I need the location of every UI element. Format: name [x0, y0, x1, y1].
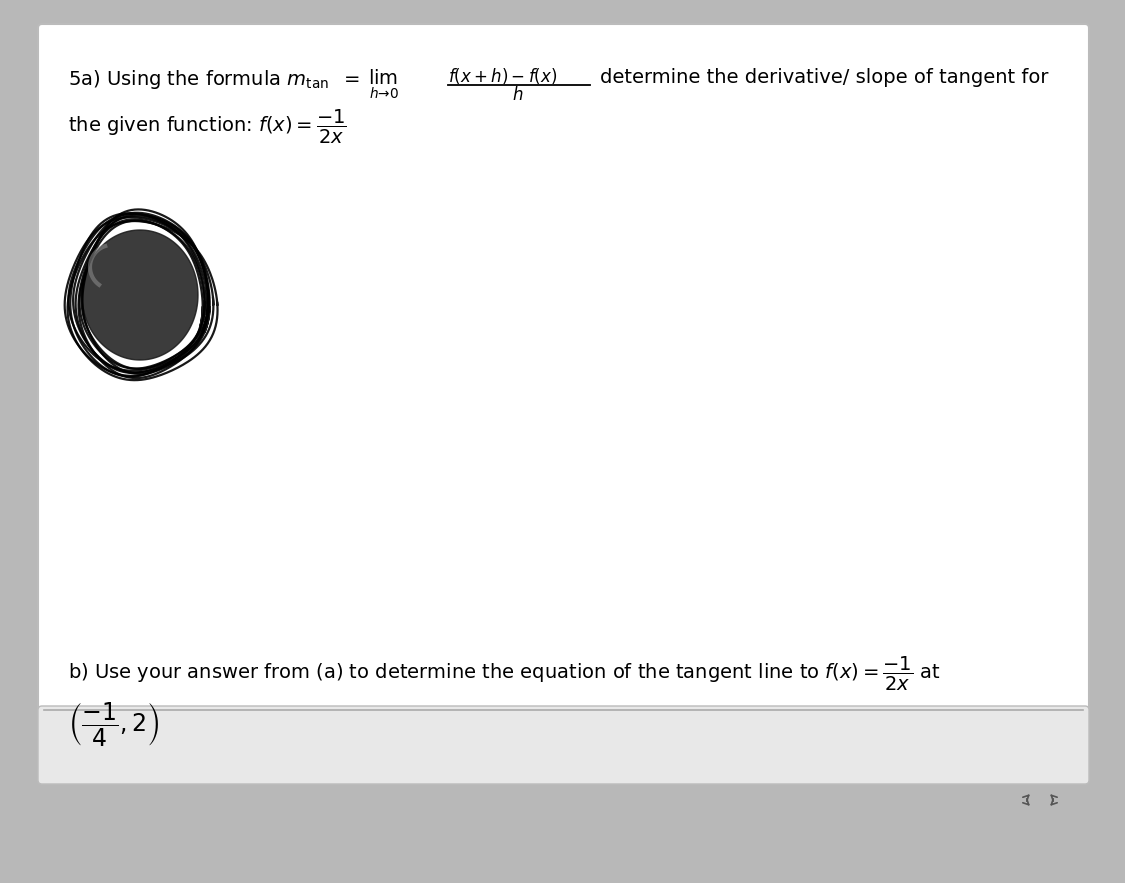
Text: $\left(\dfrac{-1}{4}, 2\right)$: $\left(\dfrac{-1}{4}, 2\right)$ — [68, 700, 160, 748]
Text: b) Use your answer from (a) to determine the equation of the tangent line to $f(: b) Use your answer from (a) to determine… — [68, 655, 940, 693]
Text: determine the derivative/ slope of tangent for: determine the derivative/ slope of tange… — [600, 68, 1048, 87]
FancyBboxPatch shape — [38, 706, 1089, 784]
Text: $=$: $=$ — [340, 68, 360, 87]
Text: $f(x+h)-f(x)$: $f(x+h)-f(x)$ — [448, 66, 557, 86]
Polygon shape — [82, 230, 198, 360]
Text: $h$: $h$ — [512, 86, 523, 104]
FancyBboxPatch shape — [38, 24, 1089, 784]
Text: 5a) Using the formula $m_{\rm tan}$: 5a) Using the formula $m_{\rm tan}$ — [68, 68, 330, 91]
Text: the given function: $f(x) = \dfrac{-1}{2x}$: the given function: $f(x) = \dfrac{-1}{2… — [68, 108, 346, 146]
Text: $\lim_{h \to 0}$: $\lim_{h \to 0}$ — [368, 68, 399, 102]
